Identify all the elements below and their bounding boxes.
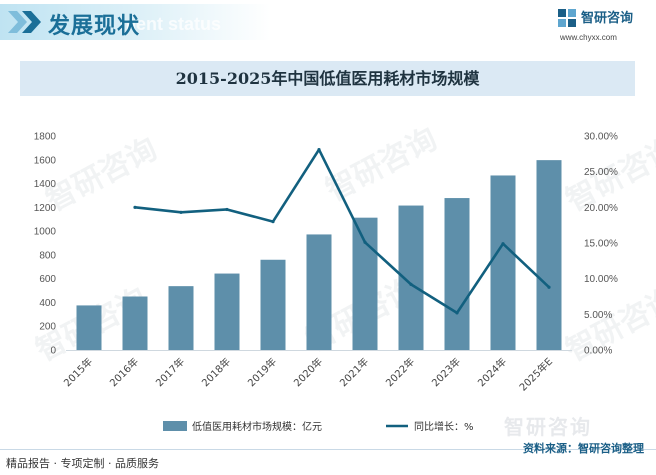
y-left-tick-label: 1800 bbox=[34, 132, 57, 143]
header-band bbox=[0, 4, 270, 40]
y-left-tick-label: 600 bbox=[39, 274, 56, 285]
y-left-tick-label: 1200 bbox=[34, 203, 57, 214]
y-right-tick-label: 25.00% bbox=[584, 167, 618, 178]
footer-tagline: 精品报告 · 专项定制 · 品质服务 bbox=[6, 457, 159, 470]
x-tick-label: 2025年E bbox=[516, 355, 555, 394]
x-tick-label: 2022年 bbox=[383, 355, 417, 389]
x-tick-label: 2020年 bbox=[291, 355, 325, 389]
chevron-right-icon bbox=[8, 11, 41, 33]
header-ghost-text: ment status bbox=[120, 14, 222, 34]
growth-point bbox=[225, 207, 229, 212]
y-right-tick-label: 5.00% bbox=[584, 310, 612, 321]
x-tick-label: 2017年 bbox=[153, 355, 187, 389]
legend-bar-swatch bbox=[163, 421, 187, 431]
legend-line-label: 同比增长：% bbox=[414, 420, 474, 433]
y-left-tick-label: 1000 bbox=[34, 227, 57, 238]
chart-title-box: 2015-2025年中国低值医用耗材市场规模 bbox=[20, 61, 635, 96]
y-right-tick-label: 15.00% bbox=[584, 239, 618, 250]
bar bbox=[352, 217, 378, 350]
y-right-tick-label: 10.00% bbox=[584, 274, 618, 285]
y-right-tick-label: 20.00% bbox=[584, 203, 618, 214]
x-tick-label: 2019年 bbox=[245, 355, 279, 389]
x-tick-label: 2018年 bbox=[199, 355, 233, 389]
growth-point bbox=[179, 210, 183, 214]
y-left-tick-label: 400 bbox=[39, 298, 56, 309]
y-left-tick-label: 1600 bbox=[34, 155, 57, 166]
y-left-tick-label: 0 bbox=[50, 346, 56, 357]
x-tick-label: 2023年 bbox=[429, 355, 463, 389]
brand-name: 智研咨询 bbox=[581, 11, 634, 26]
growth-point bbox=[547, 285, 551, 289]
y-left-tick-label: 800 bbox=[39, 250, 56, 261]
x-tick-label: 2024年 bbox=[475, 355, 509, 389]
y-left-tick-label: 1400 bbox=[34, 179, 57, 190]
x-tick-label: 2015年 bbox=[61, 355, 95, 389]
y-right-tick-label: 0.00% bbox=[584, 346, 612, 357]
bar bbox=[168, 286, 194, 350]
x-tick-label: 2016年 bbox=[107, 355, 141, 389]
bar bbox=[536, 160, 562, 350]
brand-logo-icon bbox=[558, 9, 576, 27]
y-left-tick-label: 200 bbox=[39, 322, 56, 333]
bar bbox=[260, 259, 286, 350]
chart-title: 2015-2025年中国低值医用耗材市场规模 bbox=[175, 69, 480, 88]
footer-brand-watermark: 智研咨询 bbox=[504, 415, 592, 439]
growth-line bbox=[134, 148, 550, 315]
growth-point bbox=[409, 282, 413, 286]
bar bbox=[214, 273, 240, 350]
growth-point bbox=[317, 147, 321, 152]
y-right-tick-label: 30.00% bbox=[584, 132, 618, 143]
bar bbox=[490, 175, 516, 350]
bar bbox=[76, 305, 102, 350]
source-note: 资料来源：智研咨询整理 bbox=[523, 442, 644, 455]
legend-bar-label: 低值医用耗材市场规模：亿元 bbox=[192, 420, 322, 433]
section-title: 发展现状 bbox=[48, 14, 141, 39]
brand-url: www.chyxx.com bbox=[560, 33, 617, 42]
footer-divider bbox=[0, 449, 656, 450]
header: ment status 发展现状 智研咨询 www.chyxx.com bbox=[0, 0, 656, 50]
bar bbox=[444, 198, 470, 350]
bar bbox=[122, 296, 148, 350]
x-tick-label: 2021年 bbox=[337, 355, 371, 389]
growth-point bbox=[363, 240, 367, 244]
growth-point bbox=[501, 242, 505, 246]
bar bbox=[306, 234, 332, 350]
growth-point bbox=[133, 205, 137, 209]
growth-point bbox=[271, 220, 275, 224]
growth-point bbox=[455, 311, 459, 315]
